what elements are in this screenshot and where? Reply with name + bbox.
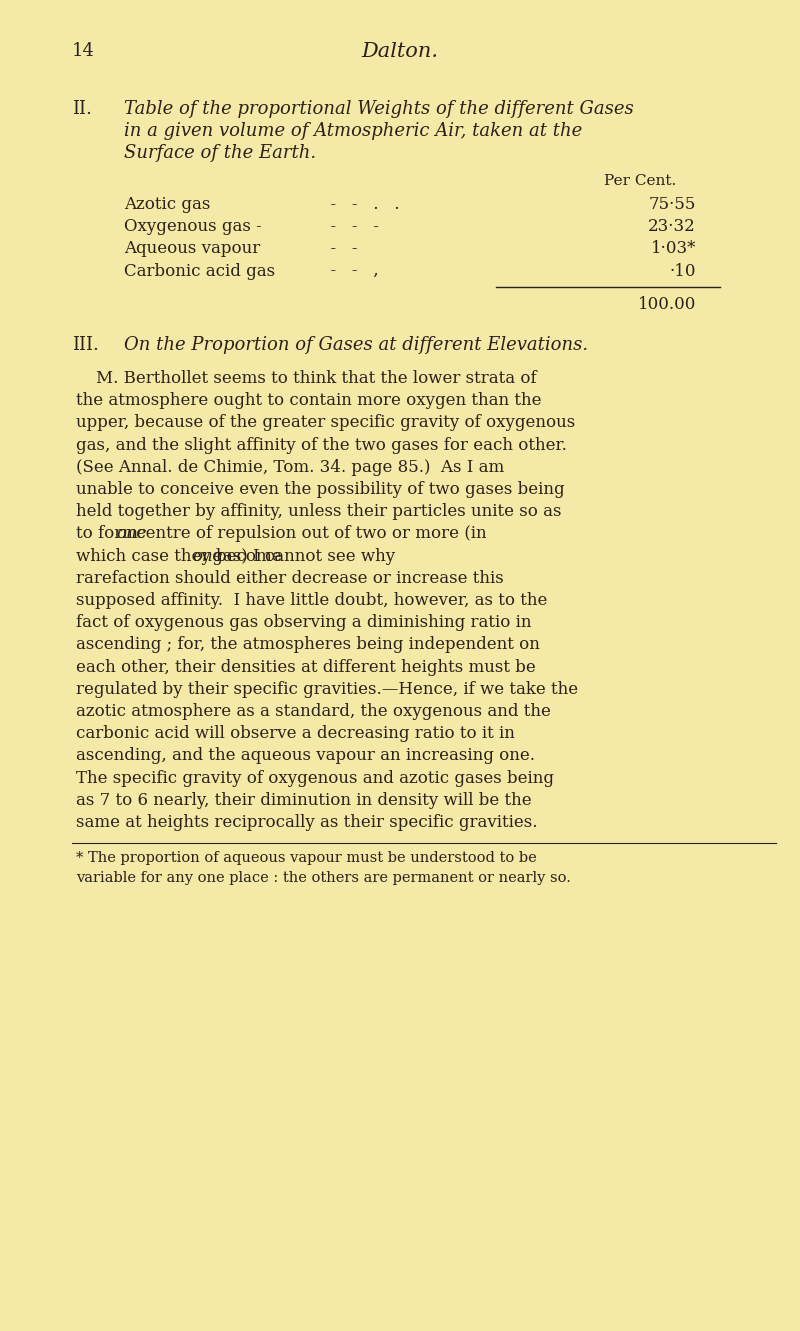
Text: one: one <box>192 547 222 564</box>
Text: Aqueous vapour: Aqueous vapour <box>124 240 260 257</box>
Text: unable to conceive even the possibility of two gases being: unable to conceive even the possibility … <box>76 480 565 498</box>
Text: upper, because of the greater specific gravity of oxygenous: upper, because of the greater specific g… <box>76 414 575 431</box>
Text: M. Berthollet seems to think that the lower strata of: M. Berthollet seems to think that the lo… <box>96 370 537 387</box>
Text: fact of oxygenous gas observing a diminishing ratio in: fact of oxygenous gas observing a dimini… <box>76 614 531 631</box>
Text: which case they become: which case they become <box>76 547 287 564</box>
Text: rarefaction should either decrease or increase this: rarefaction should either decrease or in… <box>76 570 504 587</box>
Text: each other, their densities at different heights must be: each other, their densities at different… <box>76 659 536 676</box>
Text: variable for any one place : the others are permanent or nearly so.: variable for any one place : the others … <box>76 870 571 885</box>
Text: carbonic acid will observe a decreasing ratio to it in: carbonic acid will observe a decreasing … <box>76 725 515 743</box>
Text: regulated by their specific gravities.—Hence, if we take the: regulated by their specific gravities.—H… <box>76 680 578 697</box>
Text: gas, and the slight affinity of the two gases for each other.: gas, and the slight affinity of the two … <box>76 437 567 454</box>
Text: held together by affinity, unless their particles unite so as: held together by affinity, unless their … <box>76 503 562 520</box>
Text: 1·03*: 1·03* <box>650 240 696 257</box>
Text: Surface of the Earth.: Surface of the Earth. <box>124 144 316 162</box>
Text: On the Proportion of Gases at different Elevations.: On the Proportion of Gases at different … <box>124 335 588 354</box>
Text: II.: II. <box>72 100 92 118</box>
Text: as 7 to 6 nearly, their diminution in density will be the: as 7 to 6 nearly, their diminution in de… <box>76 792 532 809</box>
Text: Oxygenous gas -: Oxygenous gas - <box>124 218 262 236</box>
Text: to form: to form <box>76 526 143 543</box>
Text: (See Annal. de Chimie, Tom. 34. page 85.)  As I am: (See Annal. de Chimie, Tom. 34. page 85.… <box>76 459 504 475</box>
Text: -   -   -: - - - <box>320 218 390 236</box>
Text: Azotic gas: Azotic gas <box>124 196 210 213</box>
Text: -   -   ,: - - , <box>320 264 389 280</box>
Text: 14: 14 <box>72 43 95 60</box>
Text: one: one <box>116 526 147 543</box>
Text: ascending, and the aqueous vapour an increasing one.: ascending, and the aqueous vapour an inc… <box>76 748 535 764</box>
Text: 100.00: 100.00 <box>638 295 696 313</box>
Text: -   -   .   .: - - . . <box>320 196 410 213</box>
Text: Dalton.: Dalton. <box>362 43 438 61</box>
Text: gas) I cannot see why: gas) I cannot see why <box>207 547 395 564</box>
Text: 75·55: 75·55 <box>649 196 696 213</box>
Text: the atmosphere ought to contain more oxygen than the: the atmosphere ought to contain more oxy… <box>76 393 542 409</box>
Text: centre of repulsion out of two or more (in: centre of repulsion out of two or more (… <box>131 526 487 543</box>
Text: Table of the proportional Weights of the different Gases: Table of the proportional Weights of the… <box>124 100 634 118</box>
Text: ·10: ·10 <box>670 264 696 280</box>
Text: supposed affinity.  I have little doubt, however, as to the: supposed affinity. I have little doubt, … <box>76 592 547 610</box>
Text: in a given volume of Atmospheric Air, taken at the: in a given volume of Atmospheric Air, ta… <box>124 122 582 140</box>
Text: azotic atmosphere as a standard, the oxygenous and the: azotic atmosphere as a standard, the oxy… <box>76 703 551 720</box>
Text: same at heights reciprocally as their specific gravities.: same at heights reciprocally as their sp… <box>76 815 538 831</box>
Text: Per Cent.: Per Cent. <box>604 174 676 188</box>
Text: 23·32: 23·32 <box>648 218 696 236</box>
Text: The specific gravity of oxygenous and azotic gases being: The specific gravity of oxygenous and az… <box>76 769 554 787</box>
Text: -   -: - - <box>320 240 368 257</box>
Text: ascending ; for, the atmospheres being independent on: ascending ; for, the atmospheres being i… <box>76 636 540 654</box>
Text: Carbonic acid gas: Carbonic acid gas <box>124 264 275 280</box>
Text: * The proportion of aqueous vapour must be understood to be: * The proportion of aqueous vapour must … <box>76 851 537 865</box>
Text: III.: III. <box>72 335 99 354</box>
